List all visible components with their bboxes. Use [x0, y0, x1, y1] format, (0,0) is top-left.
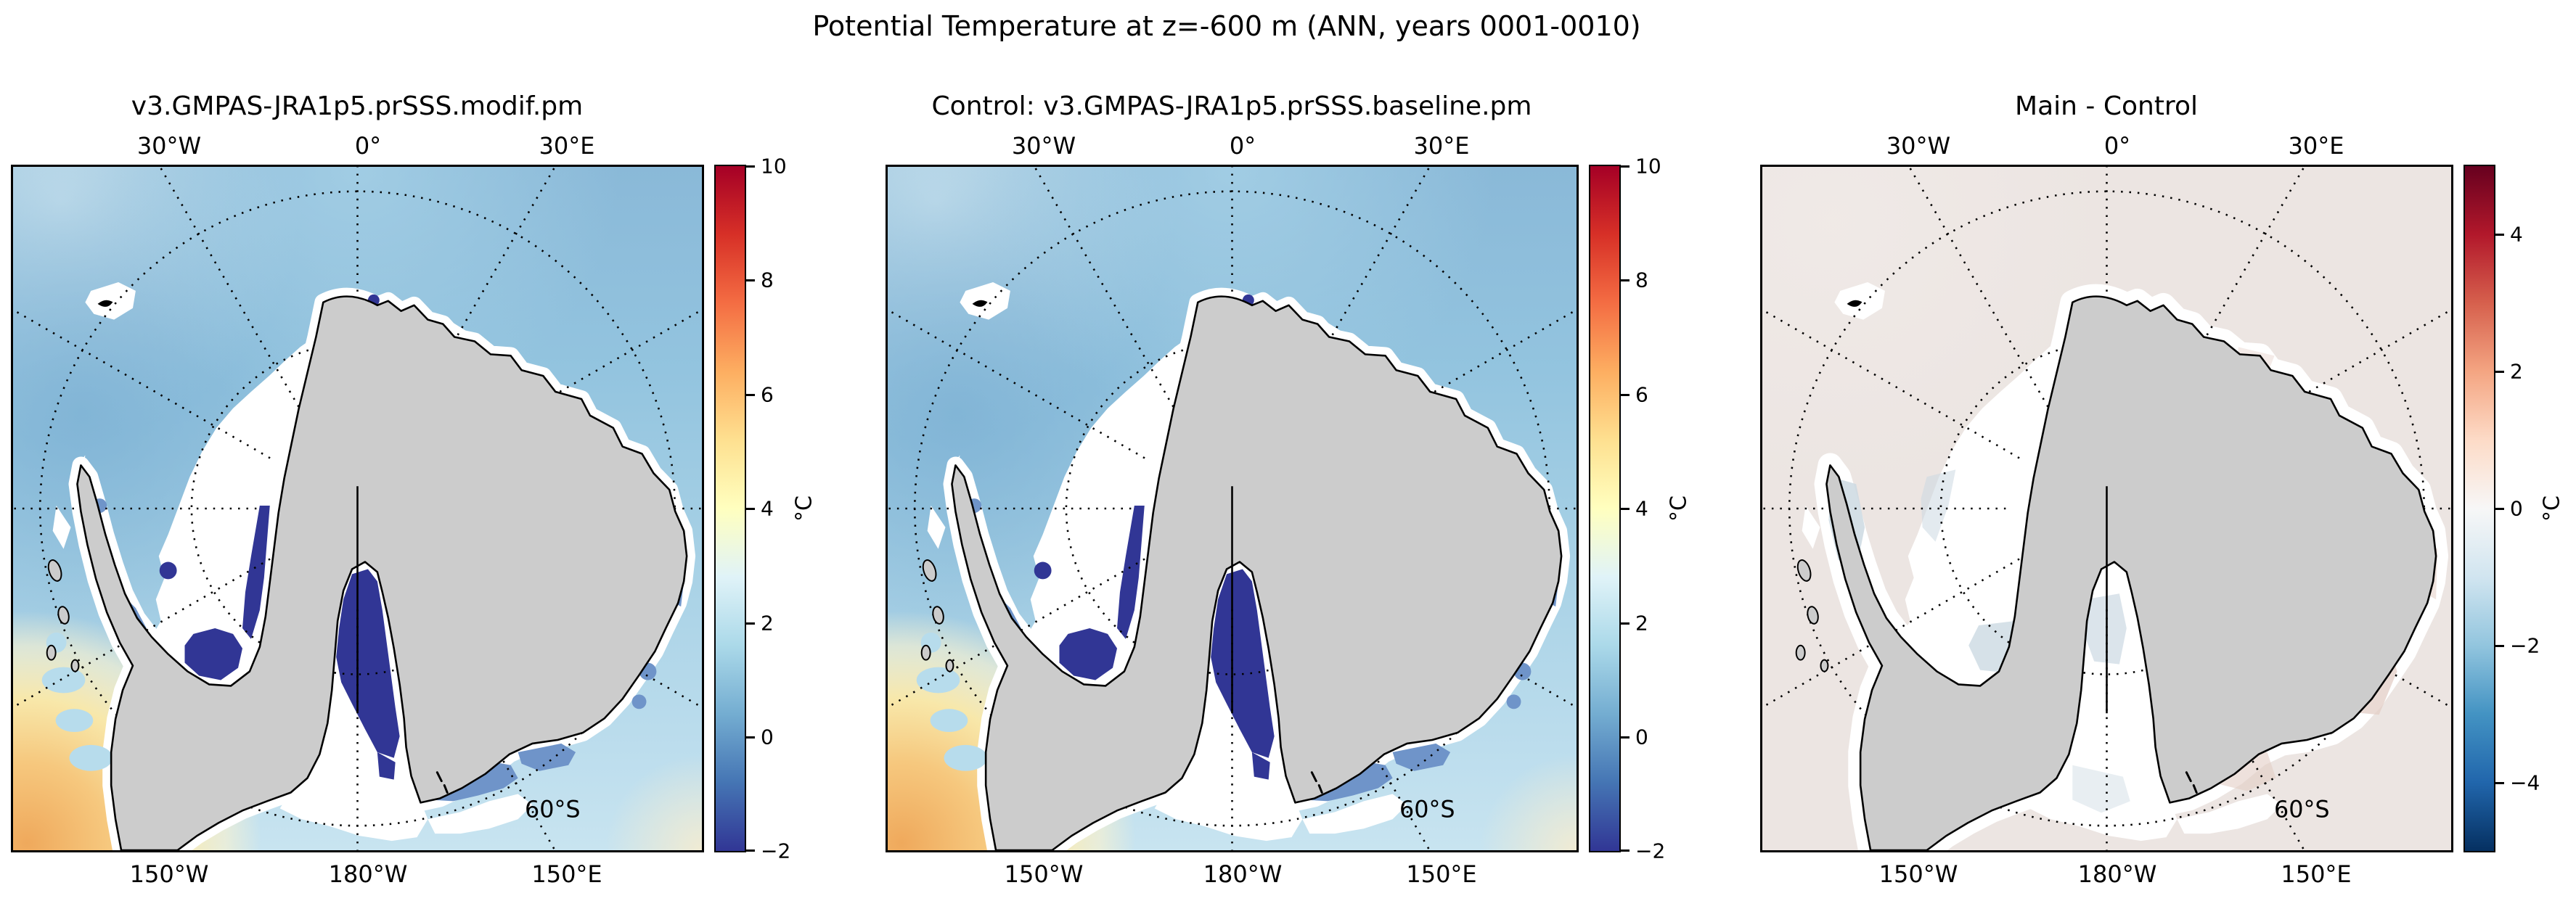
- panel2-title: Control: v3.GMPAS-JRA1p5.prSSS.baseline.…: [931, 91, 1532, 121]
- panel1-top-label-30w: 30°W: [136, 132, 202, 160]
- panel2-map-svg: 60°S: [888, 167, 1577, 850]
- panel1-map-svg: 60°S: [13, 167, 702, 850]
- panel3-map-svg: 60°S: [1762, 167, 2451, 850]
- panel2-bottom-label-180w: 180°W: [1203, 860, 1283, 888]
- panel1-title: v3.GMPAS-JRA1p5.prSSS.modif.pm: [131, 91, 584, 121]
- panel1-cbar-tick-6: 6: [761, 382, 774, 407]
- panel2-top-label-30w: 30°W: [1011, 132, 1076, 160]
- panel2-bottom-label-150e: 150°E: [1406, 860, 1477, 888]
- panel1-cbar-unit: °C: [791, 495, 817, 522]
- panel1-colorbar: 10 8 6 4 2 0 −2: [714, 155, 790, 863]
- panel1-bottom-label-150w: 150°W: [129, 860, 209, 888]
- panel2-colorbar: 10 8 6 4 2 0 −2: [1589, 155, 1665, 863]
- panel3-colorbar: 4 2 0 −2 −4: [2463, 165, 2540, 852]
- panel2-cbar-tick-4: 4: [1635, 496, 1648, 521]
- panel3-cbar-tick-m2: −2: [2510, 633, 2540, 658]
- panel3-bottom-label-150e: 150°E: [2281, 860, 2352, 888]
- panel3-map: 60°S: [1760, 165, 2453, 852]
- panel3-lat-label: 60°S: [2274, 796, 2330, 823]
- panel1-map: 60°S: [11, 165, 704, 852]
- panel1-cbar-tick-8: 8: [761, 268, 774, 292]
- panel3-cbar-unit: °C: [2539, 495, 2565, 522]
- panel2-bottom-label-150w: 150°W: [1004, 860, 1084, 888]
- panel2-top-label-0: 0°: [1229, 132, 1256, 160]
- panel1-top-label-30e: 30°E: [539, 132, 595, 160]
- panel3-top-label-30w: 30°W: [1886, 132, 1951, 160]
- panel1-cbar-tick-10: 10: [761, 154, 787, 178]
- panel2-top-label-30e: 30°E: [1413, 132, 1470, 160]
- panel3-title: Main - Control: [2015, 91, 2198, 121]
- panel1-lat-label: 60°S: [525, 796, 581, 823]
- panel3-cbar-tick-4: 4: [2510, 222, 2523, 247]
- panel2-cbar-tick-8: 8: [1635, 268, 1648, 292]
- panel3-bottom-label-180w: 180°W: [2077, 860, 2157, 888]
- panel3-top-label-0: 0°: [2103, 132, 2131, 160]
- panel2-cbar-tick-6: 6: [1635, 382, 1648, 407]
- panel2-cbar-unit: °C: [1666, 495, 1692, 522]
- panel3-cbar-tick-2: 2: [2510, 359, 2523, 384]
- panel2-cbar-tick-10: 10: [1635, 154, 1661, 178]
- panel1-cbar-tick-4: 4: [761, 496, 774, 521]
- panel3-bottom-label-150w: 150°W: [1878, 860, 1958, 888]
- panel1-top-label-0: 0°: [354, 132, 382, 160]
- panel3-cbar-tick-m4: −4: [2510, 770, 2540, 795]
- panel1-bottom-label-180w: 180°W: [328, 860, 408, 888]
- panel2-cbar-tick-m2: −2: [1635, 839, 1666, 863]
- panel2-lat-label: 60°S: [1399, 796, 1455, 823]
- panel2-cbar-tick-2: 2: [1635, 611, 1648, 635]
- panel1-cbar-tick-2: 2: [761, 611, 774, 635]
- panel1-bottom-label-150e: 150°E: [531, 860, 602, 888]
- panel2-cbar-tick-0: 0: [1635, 725, 1648, 749]
- panel1-cbar-tick-m2: −2: [761, 839, 791, 863]
- panel1-cbar-tick-0: 0: [761, 725, 774, 749]
- panel3-cbar-tick-0: 0: [2510, 496, 2523, 521]
- panel3-top-label-30e: 30°E: [2288, 132, 2344, 160]
- panel2-map: 60°S: [886, 165, 1579, 852]
- figure-title: Potential Temperature at z=-600 m (ANN, …: [812, 10, 1641, 42]
